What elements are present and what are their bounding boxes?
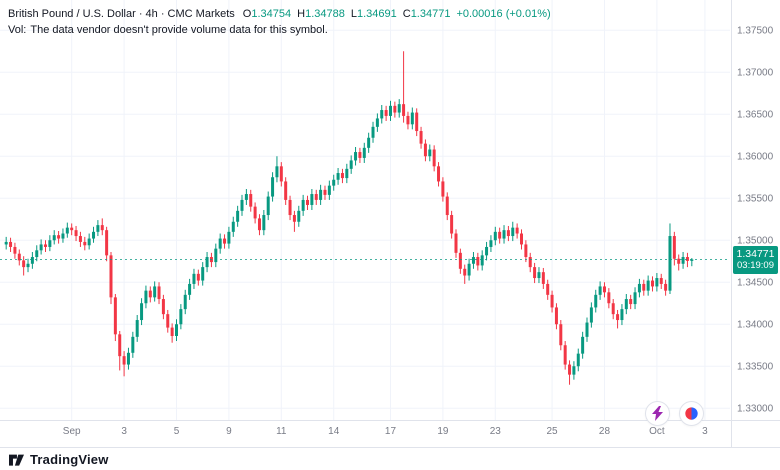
low-label: L (350, 8, 357, 20)
svg-text:1.34000: 1.34000 (737, 320, 774, 331)
chart-legend: British Pound / U.S. Dollar · 4h · CMC M… (8, 6, 551, 38)
open-value: O1.34754 (243, 6, 291, 22)
svg-text:Oct: Oct (649, 426, 665, 437)
high-price: 1.34788 (305, 8, 345, 20)
close-label: C (402, 8, 411, 20)
footer-bar: TradingView (0, 448, 780, 470)
current-price-badge[interactable]: 1.34771 03:19:09 (733, 246, 778, 275)
svg-text:1.33500: 1.33500 (737, 362, 774, 373)
svg-text:23: 23 (490, 426, 502, 437)
svg-text:1.35000: 1.35000 (737, 236, 774, 247)
low-value: L1.34691 (351, 6, 397, 22)
svg-text:14: 14 (328, 426, 340, 437)
svg-text:25: 25 (547, 426, 559, 437)
svg-text:3: 3 (121, 426, 127, 437)
svg-text:5: 5 (174, 426, 180, 437)
symbol-title[interactable]: British Pound / U.S. Dollar · 4h · CMC M… (8, 8, 235, 20)
svg-text:9: 9 (226, 426, 232, 437)
open-label: O (242, 8, 252, 20)
svg-text:1.35500: 1.35500 (737, 194, 774, 205)
candles-layer[interactable] (4, 51, 694, 385)
symbol-legend-row: British Pound / U.S. Dollar · 4h · CMC M… (8, 6, 551, 22)
lightning-button[interactable] (645, 401, 670, 426)
high-value: H1.34788 (297, 6, 345, 22)
volume-label: Vol: (8, 24, 27, 36)
change-value: +0.00016 (+0.01%) (456, 8, 551, 20)
quick-action-buttons (645, 401, 704, 426)
svg-text:1.37000: 1.37000 (737, 68, 774, 79)
high-label: H (297, 8, 306, 20)
tradingview-logo-text[interactable]: TradingView (30, 451, 109, 467)
sphere-button[interactable] (679, 401, 704, 426)
open-price: 1.34754 (251, 8, 292, 20)
svg-text:1.36000: 1.36000 (737, 152, 774, 163)
volume-legend-row[interactable]: Vol: The data vendor doesn't provide vol… (8, 22, 551, 38)
current-price: 1.34771 (736, 248, 775, 261)
tradingview-logo-icon[interactable] (8, 452, 25, 467)
svg-text:28: 28 (599, 426, 611, 437)
svg-text:1.34500: 1.34500 (737, 278, 774, 289)
price-axis[interactable]: 1.37500 1.37000 1.36500 1.36000 1.35500 1.350… (737, 26, 774, 415)
grid-lines (0, 0, 730, 420)
time-axis[interactable]: Sep 3 5 9 11 14 17 19 23 25 28 Oct 3 (63, 426, 708, 437)
close-value: C1.34771 (403, 6, 451, 22)
svg-text:Sep: Sep (63, 426, 81, 437)
low-price: 1.34691 (356, 8, 397, 20)
close-price: 1.34771 (410, 8, 451, 20)
svg-text:17: 17 (385, 426, 397, 437)
svg-text:1.37500: 1.37500 (737, 26, 774, 37)
ohlc-readout: O1.34754 H1.34788 L1.34691 C1.34771 +0.0… (243, 6, 551, 22)
svg-text:3: 3 (702, 426, 708, 437)
volume-message: The data vendor doesn't provide volume d… (30, 24, 328, 36)
svg-text:1.36500: 1.36500 (737, 110, 774, 121)
svg-text:19: 19 (437, 426, 449, 437)
lightning-icon (652, 406, 663, 421)
bar-countdown: 03:19:09 (737, 260, 774, 272)
svg-text:1.33000: 1.33000 (737, 404, 774, 415)
svg-text:11: 11 (276, 426, 287, 437)
red-blue-sphere-icon (684, 406, 699, 421)
